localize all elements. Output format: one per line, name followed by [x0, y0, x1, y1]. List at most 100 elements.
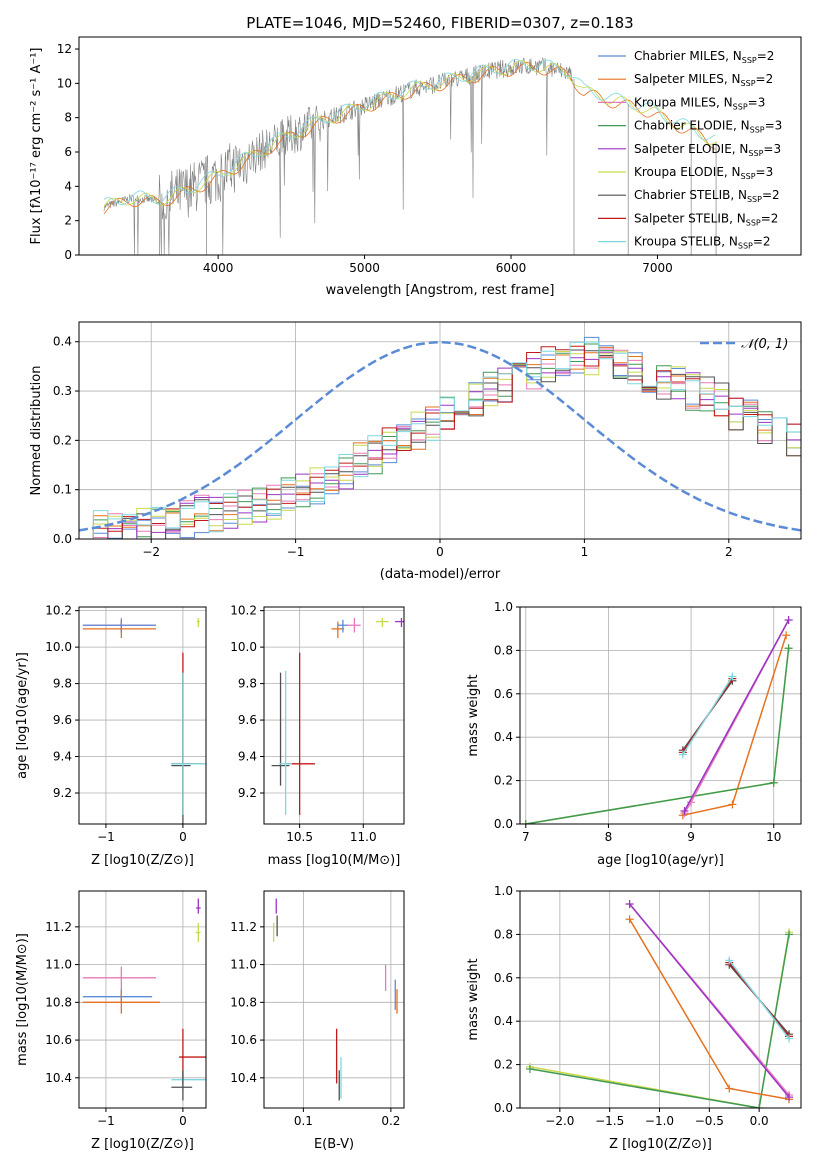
x-tick-label: 7 — [522, 830, 530, 844]
x-tick-label: −1 — [97, 830, 115, 844]
y-axis-label: mass [log10(M/M⊙)] — [15, 933, 30, 1066]
x-tick-label: 0.2 — [381, 1114, 400, 1128]
legend-item: Salpeter ELODIE, NSSP=3 — [634, 142, 781, 158]
y-tick-label: 0.2 — [494, 774, 513, 788]
plot-area — [272, 898, 398, 1101]
y-tick-label: 0.8 — [494, 927, 513, 941]
x-axis-label: Z [log10(Z/Z⊙)] — [91, 853, 194, 868]
y-tick-label: 0.2 — [53, 433, 72, 447]
model-spectrum-SM — [103, 61, 716, 215]
y-tick-label: 11.2 — [230, 920, 257, 934]
weight-marker-SM — [725, 1084, 734, 1093]
x-tick-label: 7000 — [642, 261, 673, 275]
weight-marker-CE — [785, 930, 794, 939]
y-tick-label: 0.3 — [53, 384, 72, 398]
y-tick-label: 1.0 — [494, 600, 513, 614]
x-axis-label: Z [log10(Z/Z⊙)] — [91, 1137, 194, 1152]
weight-marker-CE — [769, 778, 778, 787]
x-tick-label: 0.1 — [294, 1114, 313, 1128]
y-tick-label: 9.8 — [238, 677, 257, 691]
y-tick-label: 10.8 — [230, 995, 257, 1009]
y-tick-label: 10.4 — [230, 1071, 257, 1085]
y-tick-label: 0.6 — [494, 971, 513, 985]
y-tick-label: 1.0 — [494, 884, 513, 898]
y-tick-label: 12 — [57, 42, 72, 56]
panel-0: 4000 5000 6000 7000 0 2 4 6 8 10 12 — [57, 36, 802, 275]
axes-frame — [519, 890, 802, 1109]
weight-marker-SE — [784, 616, 793, 625]
model-spectrum-KE — [103, 60, 716, 207]
legend-item: Kroupa MILES, NSSP=3 — [634, 95, 765, 111]
x-tick-label: 1 — [581, 545, 589, 559]
legend: Chabrier MILES, NSSP=2 Salpeter MILES, NS… — [598, 49, 782, 251]
y-tick-label: 8 — [64, 111, 72, 125]
x-tick-label: −2 — [142, 545, 160, 559]
x-axis-label: E(B-V) — [314, 1137, 354, 1152]
x-tick-label: 5000 — [349, 261, 380, 275]
axes-frame — [78, 36, 802, 256]
axes-frame — [78, 890, 207, 1109]
weight-line-KE — [525, 648, 790, 824]
weight-marker-KS — [725, 956, 734, 965]
weight-line-CE — [525, 648, 790, 824]
y-tick-label: 9.4 — [238, 750, 257, 764]
x-tick-label: 2 — [725, 545, 733, 559]
histogram-CS — [79, 349, 801, 539]
y-tick-label: 4 — [64, 179, 72, 193]
y-tick-label: 10.0 — [45, 640, 72, 654]
panel-6: 0.1 0.2 10.4 10.6 10.8 11.0 11.2 — [230, 890, 405, 1128]
weight-marker-SE — [785, 1093, 794, 1102]
weight-marker-SM — [625, 915, 634, 924]
y-tick-label: 10.0 — [230, 640, 257, 654]
legend-item: Chabrier MILES, NSSP=2 — [634, 49, 774, 65]
x-tick-label: 11.0 — [350, 830, 377, 844]
y-tick-label: 9.6 — [238, 713, 257, 727]
panel-1: −2 −1 0 1 2 0.0 0.1 0.2 0.3 0.4 — [53, 321, 802, 559]
x-tick-label: −1.0 — [645, 1114, 674, 1128]
y-tick-label: 11.0 — [230, 958, 257, 972]
plot-area — [271, 617, 404, 815]
y-tick-label: 6 — [64, 145, 72, 159]
plot-area — [79, 336, 801, 539]
x-axis-label: mass [log10(M/M⊙)] — [268, 853, 401, 868]
x-tick-label: 10 — [766, 830, 781, 844]
y-axis-label: mass weight — [466, 674, 481, 756]
weight-line-CE — [529, 934, 790, 1108]
y-axis-label: Normed distribution — [29, 366, 44, 496]
y-tick-label: 10.8 — [45, 995, 72, 1009]
panel-5: −1 0 10.4 10.6 10.8 11.0 11.2 — [45, 890, 207, 1128]
y-tick-label: 10.2 — [230, 604, 257, 618]
x-tick-label: −0.5 — [695, 1114, 724, 1128]
y-tick-label: 0.4 — [494, 730, 513, 744]
legend-item: Salpeter MILES, NSSP=2 — [634, 72, 773, 88]
y-tick-label: 9.8 — [53, 677, 72, 691]
weight-marker-CE — [525, 1064, 534, 1073]
plot-area — [103, 57, 717, 255]
y-tick-label: 0.0 — [53, 532, 72, 546]
plot-area — [82, 617, 206, 824]
y-axis-label: mass weight — [466, 958, 481, 1040]
y-tick-label: 10 — [57, 76, 72, 90]
y-tick-label: 0.0 — [494, 817, 513, 831]
weight-marker-SM — [728, 800, 737, 809]
legend-item: 𝒩(0, 1) — [741, 337, 788, 352]
x-tick-label: 9 — [687, 830, 695, 844]
plot-area — [521, 616, 793, 824]
weight-line-SE — [629, 903, 790, 1098]
weight-marker-KS — [728, 672, 737, 681]
legend-item: Salpeter STELIB, NSSP=2 — [634, 211, 778, 227]
x-tick-label: 8 — [605, 830, 613, 844]
data-spectrum — [103, 57, 573, 255]
y-tick-label: 9.2 — [53, 786, 72, 800]
legend-item: Kroupa ELODIE, NSSP=3 — [634, 165, 773, 181]
y-tick-label: 0.4 — [53, 335, 72, 349]
y-tick-label: 11.2 — [45, 920, 72, 934]
legend-item: Kroupa STELIB, NSSP=2 — [634, 235, 771, 251]
weight-marker-SE — [680, 806, 689, 815]
x-axis-label: Z [log10(Z/Z⊙)] — [609, 1137, 712, 1152]
axes-frame — [519, 606, 802, 825]
plot-area — [525, 900, 794, 1108]
weight-marker-KS — [785, 1034, 794, 1043]
plot-area — [82, 898, 206, 1101]
chart-title: PLATE=1046, MJD=52460, FIBERID=0307, z=0… — [246, 14, 633, 32]
